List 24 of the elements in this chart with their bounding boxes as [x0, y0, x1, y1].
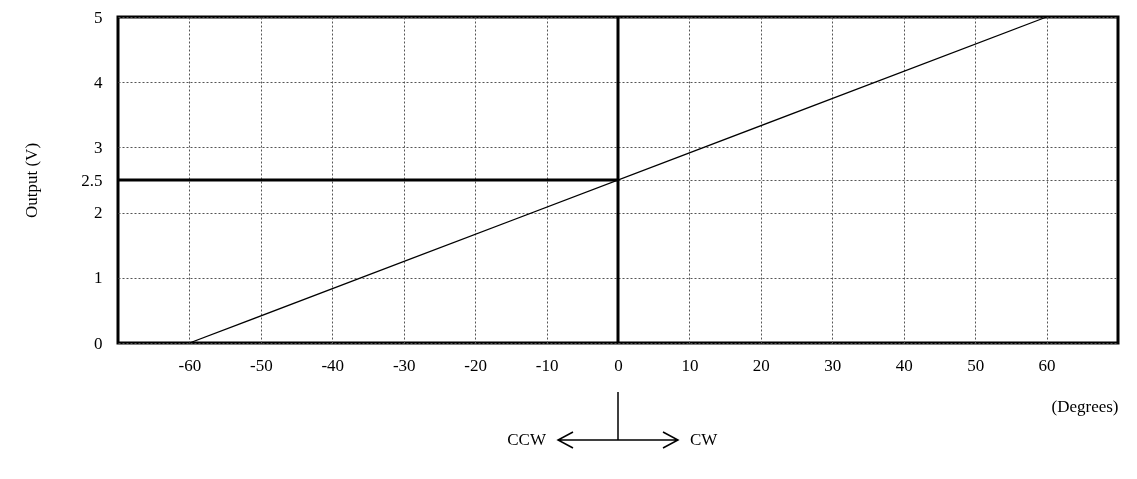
y-axis-title: Output (V)	[22, 142, 42, 219]
y-tick-label: 2.5	[81, 170, 103, 190]
x-tick-label: 10	[681, 355, 699, 375]
x-tick-label: -60	[178, 355, 202, 375]
x-tick-label: -40	[321, 355, 345, 375]
y-tick-label: 2	[94, 203, 103, 223]
x-tick-label: 0	[614, 355, 623, 375]
x-tick-label: 30	[824, 355, 842, 375]
y-tick-label: 3	[94, 137, 103, 157]
y-tick-label: 5	[94, 7, 103, 27]
x-tick-label: 60	[1038, 355, 1056, 375]
text: CW	[690, 430, 718, 450]
x-tick-label: -50	[250, 355, 273, 375]
x-tick-label: -30	[392, 355, 416, 375]
y-tick-label: 1	[94, 268, 103, 288]
text: CCW	[507, 430, 546, 450]
x-axis-title: (Degrees)	[1051, 396, 1119, 416]
x-tick-label: -20	[464, 355, 487, 375]
y-tick-label: 0	[94, 333, 103, 353]
y-tick-label: 4	[94, 72, 103, 92]
x-tick-label: 40	[895, 355, 913, 375]
x-tick-label: 20	[752, 355, 770, 375]
x-tick-label: -10	[535, 355, 559, 375]
x-tick-label: 50	[967, 355, 985, 375]
